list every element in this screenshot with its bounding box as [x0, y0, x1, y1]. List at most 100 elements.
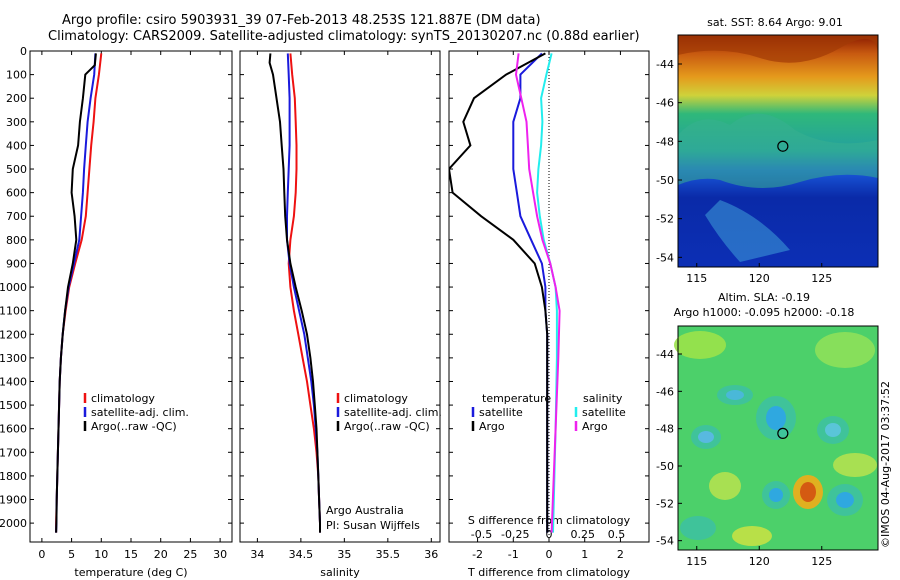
temperature-x-tick-label: 5: [68, 548, 75, 561]
title-line-1: Argo profile: csiro 5903931_39 07-Feb-20…: [62, 13, 541, 28]
t-diff-x-tick-label: -1: [508, 548, 519, 561]
map-y-tick-label: -48: [656, 135, 674, 148]
t-diff-x-tick-label: 2: [617, 548, 624, 561]
s-diff-label: S difference from climatology: [468, 514, 631, 527]
s-diff-tick-label: 0: [546, 528, 553, 541]
depth-tick-label: 300: [6, 116, 27, 129]
salinity-legend-label-1: satellite-adj. clim.: [344, 406, 442, 419]
title-line-2: Climatology: CARS2009. Satellite-adjuste…: [48, 29, 640, 44]
pi-note: PI: Susan Wijffels: [326, 519, 420, 532]
argo-program-note: Argo Australia: [326, 504, 404, 517]
temperature-xlabel: temperature (deg C): [74, 566, 187, 579]
map-y-tick-label: -50: [656, 460, 674, 473]
sla-map-frame: [677, 325, 879, 551]
depth-tick-label: 1500: [0, 399, 27, 412]
salinity-x-tick-label: 36: [424, 548, 438, 561]
sst-front-band: [678, 113, 878, 189]
temperature-x-tick-label: 0: [38, 548, 45, 561]
depth-tick-label: 1300: [0, 352, 27, 365]
depth-tick-label: 400: [6, 139, 27, 152]
temperature-x-tick-label: 10: [94, 548, 108, 561]
salinity-x-tick-label: 35: [337, 548, 351, 561]
depth-tick-label: 1000: [0, 281, 27, 294]
salinity-panel-frame: [239, 50, 441, 543]
map-y-tick-label: -52: [656, 497, 674, 510]
map-y-tick-label: -54: [656, 251, 674, 264]
depth-tick-label: 800: [6, 234, 27, 247]
map-x-tick-label: 120: [749, 555, 770, 568]
map-y-tick-label: -44: [656, 348, 674, 361]
map-x-tick-label: 120: [749, 272, 770, 285]
sla-profile-location-marker: [777, 427, 789, 439]
depth-tick-label: 1400: [0, 375, 27, 388]
diff-salinity-satellite-line: [536, 53, 558, 533]
salinity-x-tick-label: 34: [250, 548, 264, 561]
diff-legend-t-label-1: Argo: [479, 420, 505, 433]
diff-legend-salinity-heading: salinity: [583, 392, 623, 405]
temperature-panel-frame: [29, 50, 233, 543]
temperature-x-tick-label: 30: [213, 548, 227, 561]
depth-tick-label: 700: [6, 210, 27, 223]
depth-tick-label: 1800: [0, 470, 27, 483]
map-y-tick-label: -44: [656, 58, 674, 71]
map-x-tick-label: 125: [811, 555, 832, 568]
salinity-legend-label-0: climatology: [344, 392, 408, 405]
depth-tick-label: 1200: [0, 328, 27, 341]
s-diff-tick-label: 0.5: [608, 528, 626, 541]
salinity-legend-label-2: Argo(..raw -QC): [344, 420, 430, 433]
map-x-tick-label: 115: [686, 555, 707, 568]
sst-map-frame: [677, 34, 879, 268]
depth-tick-label: 1600: [0, 423, 27, 436]
map-y-tick-label: -52: [656, 213, 674, 226]
temperature-x-tick-label: 15: [124, 548, 138, 561]
map-y-tick-label: -48: [656, 423, 674, 436]
depth-tick-label: 200: [6, 92, 27, 105]
depth-tick-label: 500: [6, 163, 27, 176]
sla-map-subtitle: Argo h1000: -0.095 h2000: -0.18: [674, 306, 855, 319]
temperature-legend-label-1: satellite-adj. clim.: [91, 406, 189, 419]
depth-tick-label: 1700: [0, 446, 27, 459]
salinity-argo-line: [268, 53, 321, 533]
temperature-x-tick-label: 20: [154, 548, 168, 561]
diff-legend-t-label-0: satellite: [479, 406, 523, 419]
diff-legend-s-label-1: Argo: [582, 420, 608, 433]
map-x-tick-label: 125: [811, 272, 832, 285]
depth-tick-label: 900: [6, 257, 27, 270]
depth-tick-label: 2000: [0, 517, 27, 530]
temperature-x-tick-label: 25: [183, 548, 197, 561]
s-diff-tick-label: -0.5: [471, 528, 492, 541]
map-y-tick-label: -50: [656, 174, 674, 187]
map-y-tick-label: -46: [656, 385, 674, 398]
depth-tick-label: 600: [6, 187, 27, 200]
temperature-argo-line: [55, 53, 97, 533]
salinity-xlabel: salinity: [320, 566, 360, 579]
sla-map-title: Altim. SLA: -0.19: [718, 291, 810, 304]
t-diff-label: T difference from climatology: [467, 566, 630, 579]
sst-warm-band: [678, 35, 879, 63]
temperature-legend-label-0: climatology: [91, 392, 155, 405]
map-y-tick-label: -46: [656, 97, 674, 110]
map-y-tick-label: -54: [656, 535, 674, 548]
t-diff-x-tick-label: 0: [546, 548, 553, 561]
diff-temperature-Argo-line: [449, 52, 549, 533]
diff-salinity-Argo-line: [514, 53, 561, 533]
map-x-tick-label: 115: [686, 272, 707, 285]
s-diff-tick-label: -0.25: [501, 528, 529, 541]
imos-credit: ©IMOS 04-Aug-2017 03:37:52: [879, 381, 892, 548]
t-diff-x-tick-label: 1: [581, 548, 588, 561]
depth-tick-label: 1900: [0, 494, 27, 507]
depth-tick-label: 0: [20, 45, 27, 58]
diff-legend-s-label-0: satellite: [582, 406, 626, 419]
diff-legend-temperature-heading: temperature: [482, 392, 551, 405]
t-diff-x-tick-label: -2: [472, 548, 483, 561]
sst-map-title: sat. SST: 8.64 Argo: 9.01: [707, 16, 843, 29]
sst-profile-location-marker: [777, 140, 789, 152]
salinity-x-tick-label: 34.5: [289, 548, 314, 561]
depth-tick-label: 100: [6, 69, 27, 82]
s-diff-tick-label: 0.25: [571, 528, 596, 541]
salinity-x-tick-label: 35.5: [376, 548, 401, 561]
depth-tick-label: 1100: [0, 305, 27, 318]
sst-cold-eddy: [705, 200, 790, 262]
temperature-legend-label-2: Argo(..raw -QC): [91, 420, 177, 433]
